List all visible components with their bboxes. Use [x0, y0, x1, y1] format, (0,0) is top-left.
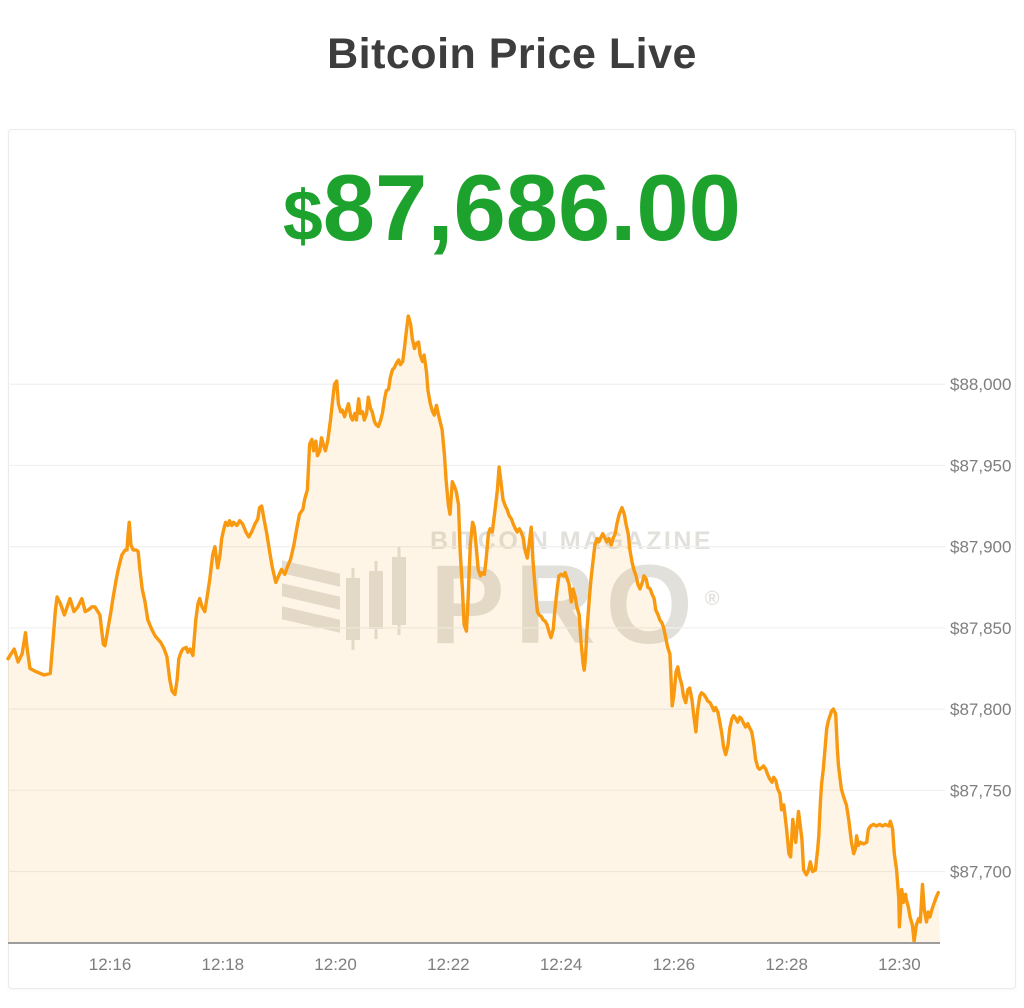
watermark-product: PRO® [430, 549, 720, 661]
price-value: 87,686.00 [322, 155, 741, 260]
y-tick-label: $87,850 [950, 619, 1011, 638]
price-area [8, 316, 940, 943]
bitcoin-magazine-logo-icon [282, 547, 406, 650]
live-price: $87,686.00 [0, 161, 1024, 255]
y-tick-label: $87,900 [950, 538, 1011, 557]
x-tick-label: 12:30 [878, 955, 921, 974]
chart-card [8, 129, 1016, 989]
currency-symbol: $ [283, 176, 323, 256]
x-tick-label: 12:24 [540, 955, 583, 974]
y-tick-label: $87,700 [950, 863, 1011, 882]
x-tick-label: 12:28 [765, 955, 808, 974]
candlestick-icon [346, 547, 406, 650]
x-tick-label: 12:16 [89, 955, 132, 974]
page-title: Bitcoin Price Live [327, 30, 697, 78]
y-tick-label: $87,950 [950, 456, 1011, 475]
y-tick-label: $87,750 [950, 781, 1011, 800]
x-tick-label: 12:26 [653, 955, 696, 974]
x-tick-label: 12:22 [427, 955, 470, 974]
y-tick-label: $87,800 [950, 700, 1011, 719]
y-tick-label: $88,000 [950, 375, 1011, 394]
x-tick-label: 12:20 [314, 955, 357, 974]
bitcoin-magazine-pro-watermark: BITCOIN MAGAZINE PRO® [282, 527, 720, 661]
registered-mark: ® [704, 588, 720, 610]
x-tick-label: 12:18 [202, 955, 245, 974]
price-line [6, 314, 940, 944]
